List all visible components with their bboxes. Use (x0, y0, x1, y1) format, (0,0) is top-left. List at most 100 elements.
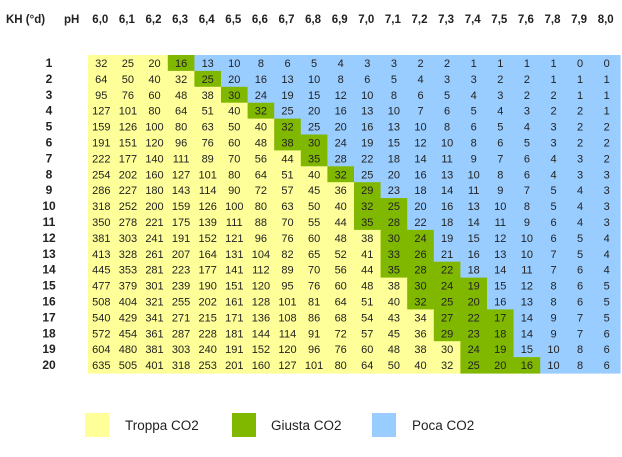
table-cell (487, 277, 515, 295)
cell-value: 10 (228, 58, 240, 70)
cell-value: 25 (122, 58, 134, 70)
table-cell (274, 277, 302, 295)
cell-value: 38 (281, 137, 293, 149)
table-cell (407, 198, 435, 215)
cell-value: 4 (577, 201, 583, 213)
table-cell (167, 245, 195, 263)
table-cell (247, 182, 275, 199)
cell-value: 11 (521, 265, 532, 277)
cell-value: 120 (252, 281, 270, 293)
cell-value: 2 (577, 106, 583, 118)
cell-value: 38 (202, 90, 214, 102)
cell-value: 22 (361, 153, 373, 165)
cell-value: 20 (228, 74, 240, 86)
cell-value: 50 (228, 122, 240, 134)
cell-value: 5 (577, 233, 583, 245)
cell-value: 120 (278, 344, 296, 356)
cell-value: 41 (361, 249, 373, 261)
cell-value: 152 (199, 233, 217, 245)
cell-value: 4 (524, 122, 530, 134)
cell-value: 1 (577, 74, 583, 86)
table-cell (487, 341, 515, 358)
cell-value: 96 (175, 137, 187, 149)
cell-value: 30 (441, 344, 453, 356)
cell-value: 12 (335, 90, 347, 102)
cell-value: 52 (335, 249, 347, 261)
table-cell (513, 309, 541, 326)
cell-value: 76 (122, 90, 134, 102)
cell-value: 6 (604, 344, 610, 356)
table-cell (300, 229, 328, 247)
cell-value: 45 (308, 185, 320, 197)
cell-value: 64 (255, 169, 267, 181)
cell-value: 191 (172, 233, 190, 245)
cell-value: 159 (172, 201, 190, 213)
cell-value: 4 (417, 74, 423, 86)
cell-value: 6 (550, 233, 556, 245)
cell-value: 22 (468, 312, 480, 324)
cell-value: 24 (468, 344, 480, 356)
table-cell (380, 86, 408, 104)
table-cell (141, 261, 169, 279)
table-cell (167, 341, 195, 358)
table-cell (327, 86, 355, 104)
cell-value: 200 (145, 201, 163, 213)
cell-value: 202 (199, 296, 217, 308)
table-cell (460, 86, 488, 104)
cell-value: 24 (441, 281, 453, 293)
table-cell (114, 182, 142, 199)
cell-value: 7 (577, 312, 583, 324)
cell-value: 14 (521, 312, 533, 324)
table-cell (593, 70, 621, 88)
table-cell (566, 245, 594, 263)
table-cell (593, 118, 621, 136)
table-cell (247, 166, 275, 183)
cell-value: 191 (92, 137, 110, 149)
cell-value: 287 (172, 328, 190, 340)
cell-value: 27 (441, 312, 453, 324)
table-cell (141, 341, 169, 358)
cell-value: 19 (494, 344, 506, 356)
table-cell (407, 341, 435, 358)
cell-value: 16 (255, 74, 267, 86)
table-cell (88, 70, 116, 88)
cell-value: 14 (441, 185, 453, 197)
cell-value: 127 (278, 360, 296, 372)
table-cell (300, 214, 328, 231)
cell-value: 60 (148, 90, 160, 102)
table-cell (327, 309, 355, 326)
cell-value: 40 (335, 201, 347, 213)
legend-label: Giusta CO2 (271, 418, 342, 433)
table-cell (380, 357, 408, 374)
cell-value: 89 (202, 153, 214, 165)
cell-value: 30 (388, 233, 400, 245)
cell-value: 15 (388, 137, 400, 149)
cell-value: 177 (199, 265, 217, 277)
table-cell (114, 55, 142, 72)
table-cell (88, 198, 116, 215)
table-cell (593, 214, 621, 231)
table-cell (141, 134, 169, 151)
table-cell (433, 357, 461, 374)
table-cell (460, 245, 488, 263)
table-cell (407, 214, 435, 231)
cell-value: 177 (119, 153, 137, 165)
kh-row-label: 17 (42, 310, 56, 324)
table-cell (194, 309, 222, 326)
cell-value: 3 (391, 58, 397, 70)
cell-value: 6 (577, 265, 583, 277)
cell-value: 36 (414, 328, 426, 340)
cell-value: 1 (471, 58, 477, 70)
cell-value: 191 (225, 344, 243, 356)
table-cell (114, 166, 142, 183)
cell-value: 6 (524, 153, 530, 165)
table-cell (380, 341, 408, 358)
cell-value: 80 (335, 360, 347, 372)
cell-value: 20 (148, 58, 160, 70)
cell-value: 321 (145, 296, 163, 308)
cell-value: 8 (577, 344, 583, 356)
cell-value: 8 (444, 122, 450, 134)
cell-value: 21 (441, 249, 453, 261)
table-cell (327, 293, 355, 310)
